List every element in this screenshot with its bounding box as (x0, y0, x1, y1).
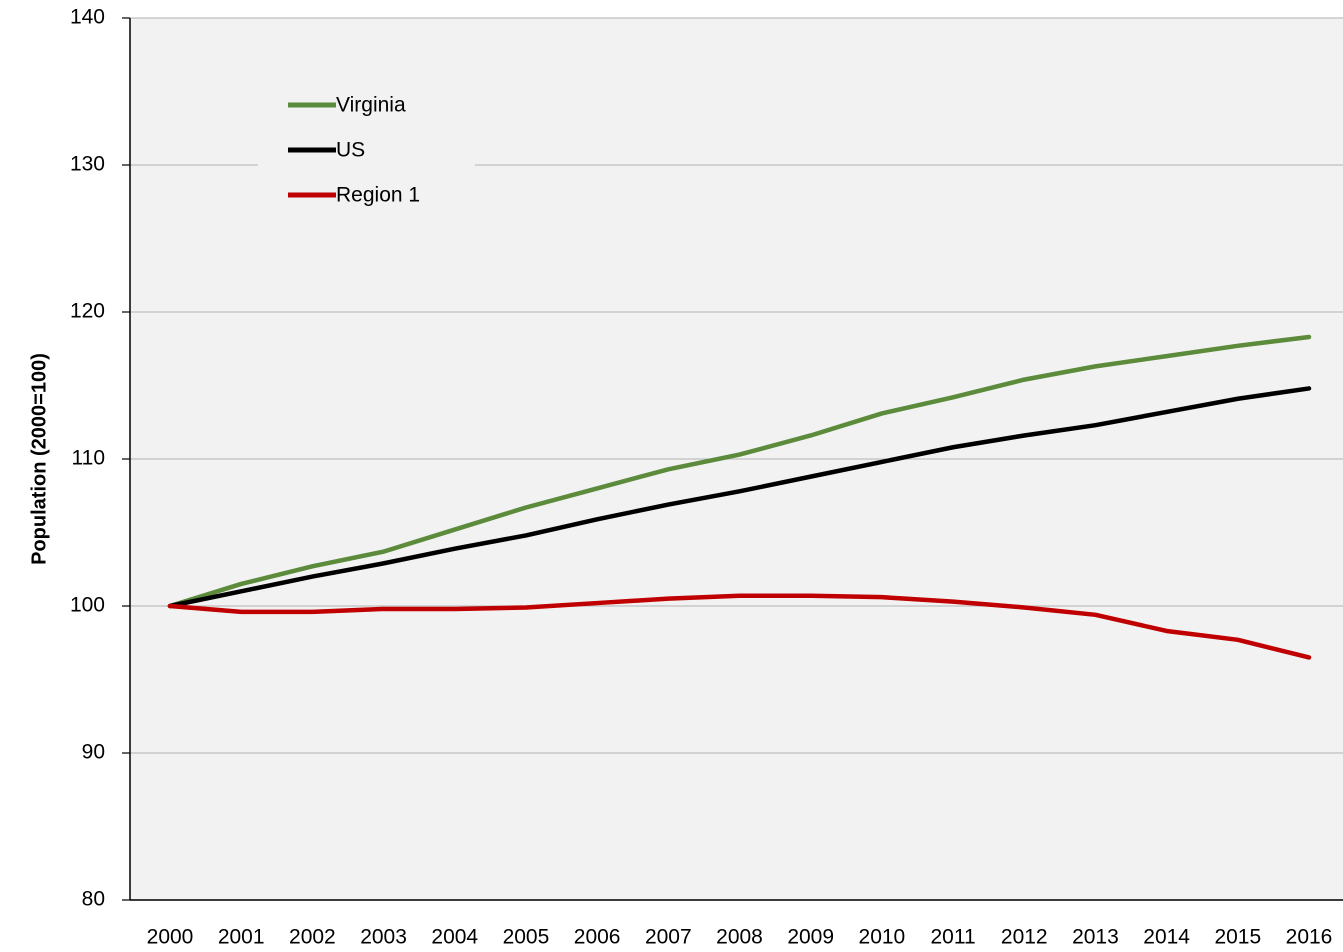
x-tick-label: 2015 (1214, 926, 1261, 949)
x-tick-label: 2004 (431, 926, 478, 949)
y-tick-label: 130 (70, 153, 105, 176)
x-tick-label: 2000 (147, 926, 194, 949)
x-tick-label: 2014 (1143, 926, 1190, 949)
x-tick-label: 2006 (574, 926, 621, 949)
x-tick-label: 2008 (716, 926, 763, 949)
legend-label: Virginia (336, 94, 406, 117)
x-tick-label: 2011 (930, 926, 975, 949)
x-tick-label: 2001 (218, 926, 265, 949)
x-tick-label: 2007 (645, 926, 692, 949)
y-tick-label: 110 (72, 447, 105, 470)
y-tick-label: 90 (82, 741, 105, 764)
y-tick-label: 120 (70, 300, 105, 323)
series-line (167, 334, 1312, 609)
x-tick-label: 2002 (289, 926, 336, 949)
y-tick-label: 80 (82, 888, 105, 911)
y-axis-label: Population (2000=100) (28, 353, 50, 565)
series-line (167, 593, 1312, 660)
x-tick-label: 2009 (787, 926, 834, 949)
legend-label: Region 1 (336, 184, 420, 207)
y-tick-label: 100 (70, 594, 105, 617)
y-tick-label: 140 (70, 6, 105, 29)
x-tick-label: 2010 (859, 926, 906, 949)
legend-label: US (336, 139, 365, 162)
x-tick-label: 2003 (360, 926, 407, 949)
x-tick-label: 2013 (1072, 926, 1119, 949)
series-line (167, 386, 1312, 609)
x-tick-label: 2012 (1001, 926, 1048, 949)
x-tick-label: 2005 (503, 926, 550, 949)
x-tick-label: 2016 (1286, 926, 1333, 949)
